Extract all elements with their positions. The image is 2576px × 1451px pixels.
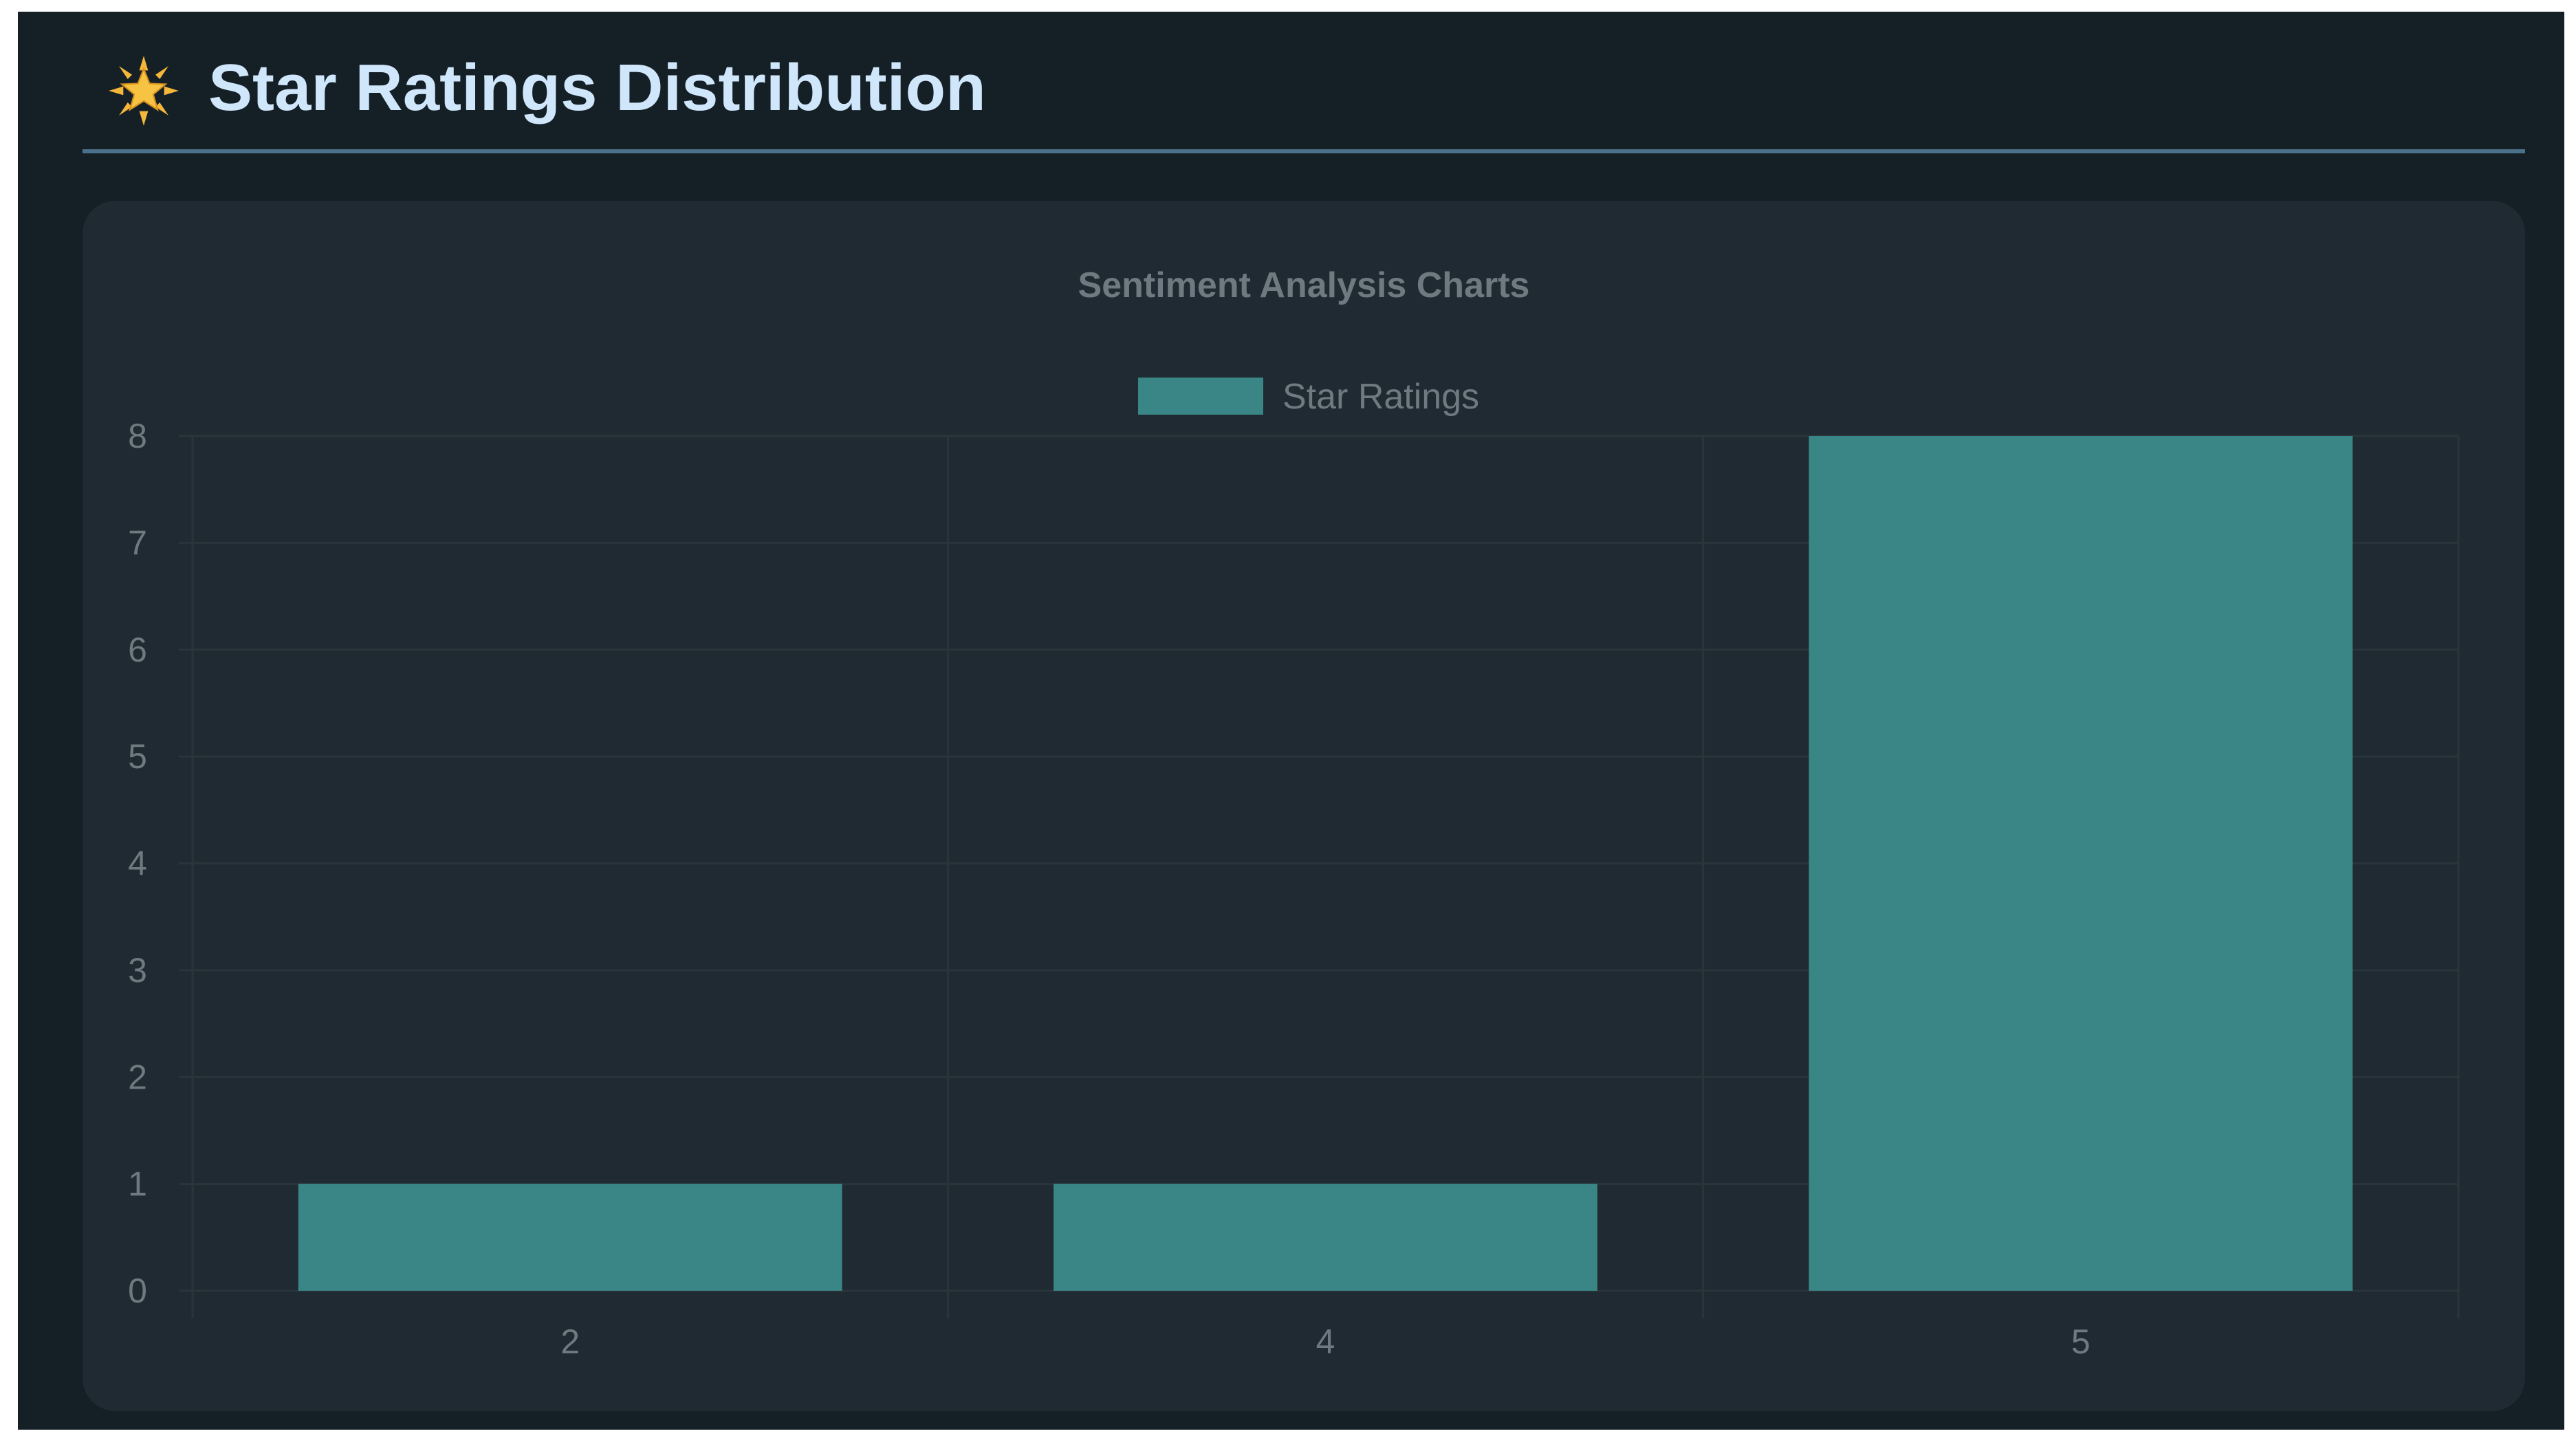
y-tick-label: 1	[128, 1165, 147, 1203]
panel-header: Star Ratings Distribution	[83, 12, 2525, 153]
y-tick-label: 6	[128, 631, 147, 669]
chart-card: Sentiment Analysis Charts Star Ratings 0…	[83, 201, 2525, 1411]
y-tick-label: 3	[128, 951, 147, 990]
bar-rating-5[interactable]	[1809, 436, 2353, 1291]
star-body	[120, 67, 168, 111]
star-ratings-bar-chart: Sentiment Analysis Charts Star Ratings 0…	[128, 265, 2460, 1361]
y-axis: 0 1 2 3 4 5 6 7 8	[128, 417, 147, 1310]
bar-layer	[298, 436, 2353, 1291]
x-tick-label: 2	[560, 1322, 580, 1361]
y-tick-label: 4	[128, 844, 147, 883]
y-tick-label: 2	[128, 1058, 147, 1096]
x-tick-label: 5	[2071, 1322, 2091, 1361]
bar-rating-4[interactable]	[1054, 1183, 1597, 1291]
legend[interactable]: Star Ratings	[1138, 377, 1479, 417]
legend-swatch	[1138, 378, 1263, 415]
y-tick-label: 5	[128, 737, 147, 776]
y-tick-label: 8	[128, 417, 147, 455]
bar-rating-2[interactable]	[298, 1183, 842, 1291]
x-tick-label: 4	[1316, 1322, 1335, 1361]
star-rays	[109, 56, 179, 126]
y-tick-label: 0	[128, 1272, 147, 1310]
chart-title: Sentiment Analysis Charts	[1078, 265, 1530, 305]
page-title: Star Ratings Distribution	[208, 51, 986, 124]
star-ratings-panel: Star Ratings Distribution Sentiment Anal…	[18, 12, 2564, 1430]
glowing-star-icon	[109, 56, 179, 126]
legend-label: Star Ratings	[1282, 377, 1479, 417]
y-tick-label: 7	[128, 523, 147, 562]
x-axis: 2 4 5	[560, 1322, 2090, 1361]
